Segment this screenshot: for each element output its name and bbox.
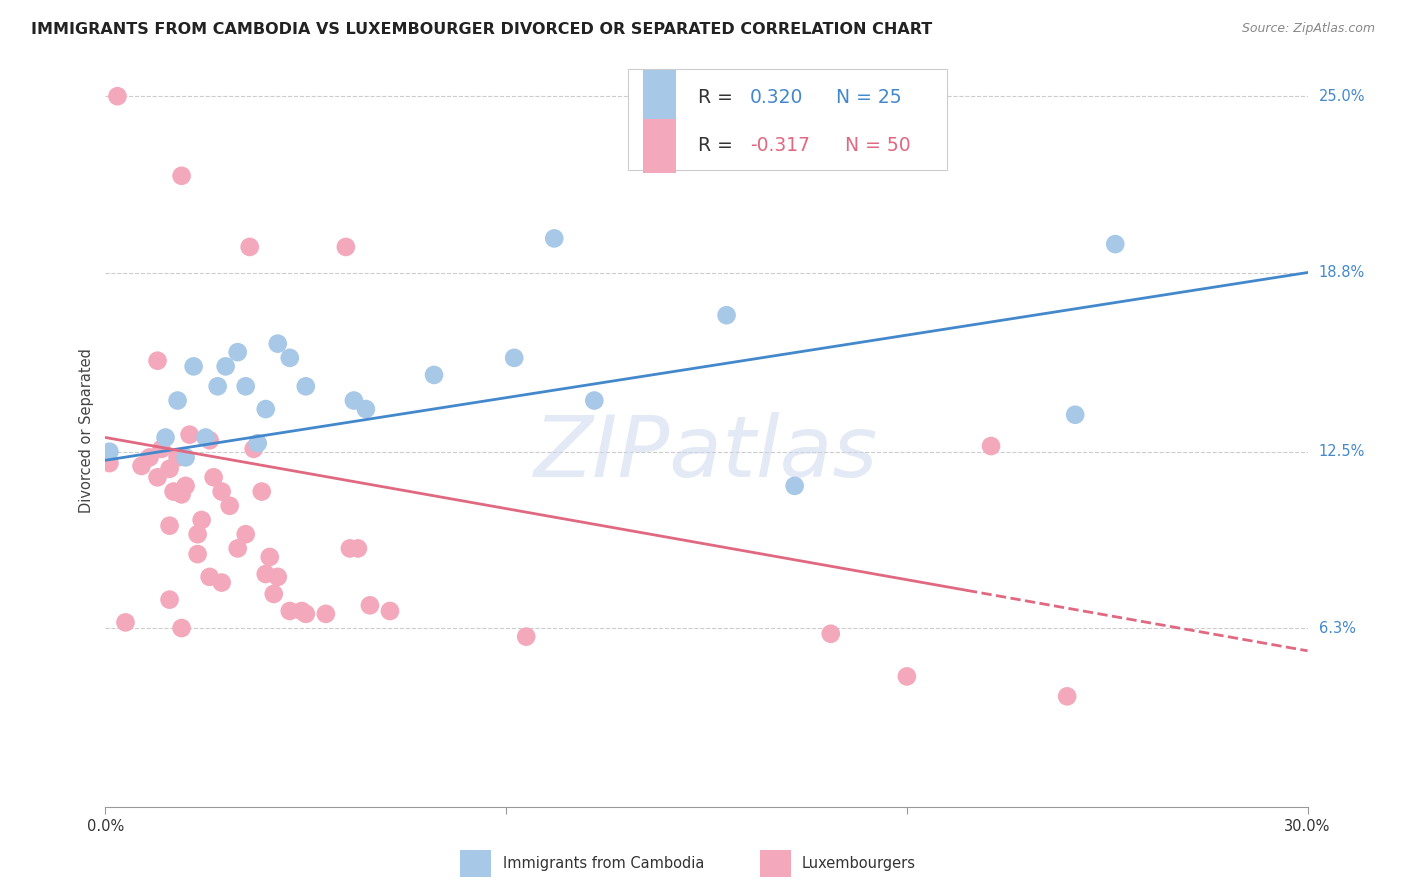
Point [242, 442, 264, 456]
Point [295, 379, 318, 393]
Point [211, 575, 233, 590]
Point [98, 444, 121, 458]
Bar [643, 119, 676, 173]
Point [150, 442, 173, 456]
Point [138, 450, 160, 465]
Text: Source: ZipAtlas.com: Source: ZipAtlas.com [1241, 22, 1375, 36]
Point [1104, 237, 1126, 252]
Point [170, 169, 193, 183]
Text: N = 25: N = 25 [837, 87, 903, 106]
Point [267, 570, 290, 584]
Point [155, 430, 177, 444]
Bar [643, 70, 676, 124]
Point [218, 499, 240, 513]
Point [378, 604, 401, 618]
Point [214, 359, 236, 374]
Point [246, 436, 269, 450]
Point [159, 592, 181, 607]
Point [343, 393, 366, 408]
Y-axis label: Divorced or Separated: Divorced or Separated [79, 348, 94, 513]
Point [235, 379, 257, 393]
Point [198, 434, 221, 448]
Point [98, 456, 121, 470]
Point [179, 427, 201, 442]
Point [202, 470, 225, 484]
Point [347, 541, 370, 556]
Point [339, 541, 361, 556]
Point [263, 587, 285, 601]
Text: Luxembourgers: Luxembourgers [803, 856, 917, 871]
Point [114, 615, 136, 630]
Point [146, 470, 169, 484]
Point [267, 336, 290, 351]
Text: -0.317: -0.317 [749, 136, 810, 155]
Point [278, 351, 301, 365]
Point [146, 353, 169, 368]
Point [174, 479, 197, 493]
Point [190, 513, 212, 527]
Point [783, 479, 806, 493]
Text: R =: R = [699, 136, 740, 155]
Point [295, 607, 318, 621]
Point [254, 402, 277, 417]
Point [239, 240, 262, 254]
Point [187, 547, 209, 561]
Point [583, 393, 606, 408]
Bar [628, 69, 946, 170]
Point [1064, 408, 1087, 422]
Point [226, 345, 249, 359]
Point [166, 393, 188, 408]
Point [503, 351, 526, 365]
Point [198, 570, 221, 584]
Point [259, 549, 281, 564]
Point [291, 604, 314, 618]
Text: N = 50: N = 50 [845, 136, 910, 155]
Text: ZIPatlas: ZIPatlas [534, 411, 879, 494]
Point [543, 231, 565, 245]
Point [716, 308, 738, 322]
Point [254, 567, 277, 582]
Point [170, 487, 193, 501]
Point [354, 402, 377, 417]
Point [166, 450, 188, 465]
Text: R =: R = [699, 87, 740, 106]
Point [183, 359, 205, 374]
Text: 0.320: 0.320 [749, 87, 803, 106]
Point [194, 430, 217, 444]
Point [820, 626, 842, 640]
Text: 18.8%: 18.8% [1319, 265, 1365, 280]
Point [159, 462, 181, 476]
Point [226, 541, 249, 556]
Point [174, 450, 197, 465]
Point [359, 599, 381, 613]
Point [159, 518, 181, 533]
Point [131, 458, 153, 473]
Point [980, 439, 1002, 453]
Point [896, 669, 918, 683]
Point [162, 484, 184, 499]
Point [335, 240, 357, 254]
Point [170, 621, 193, 635]
Text: 25.0%: 25.0% [1319, 88, 1365, 103]
Point [1056, 690, 1078, 704]
Point [207, 379, 229, 393]
Point [187, 527, 209, 541]
Text: 6.3%: 6.3% [1319, 621, 1355, 636]
Point [315, 607, 337, 621]
Point [211, 484, 233, 499]
Text: Immigrants from Cambodia: Immigrants from Cambodia [503, 856, 704, 871]
Point [423, 368, 446, 382]
Point [107, 89, 129, 103]
Point [278, 604, 301, 618]
Text: IMMIGRANTS FROM CAMBODIA VS LUXEMBOURGER DIVORCED OR SEPARATED CORRELATION CHART: IMMIGRANTS FROM CAMBODIA VS LUXEMBOURGER… [31, 22, 932, 37]
Point [250, 484, 273, 499]
Text: 12.5%: 12.5% [1319, 444, 1365, 459]
Point [235, 527, 257, 541]
Point [515, 630, 537, 644]
